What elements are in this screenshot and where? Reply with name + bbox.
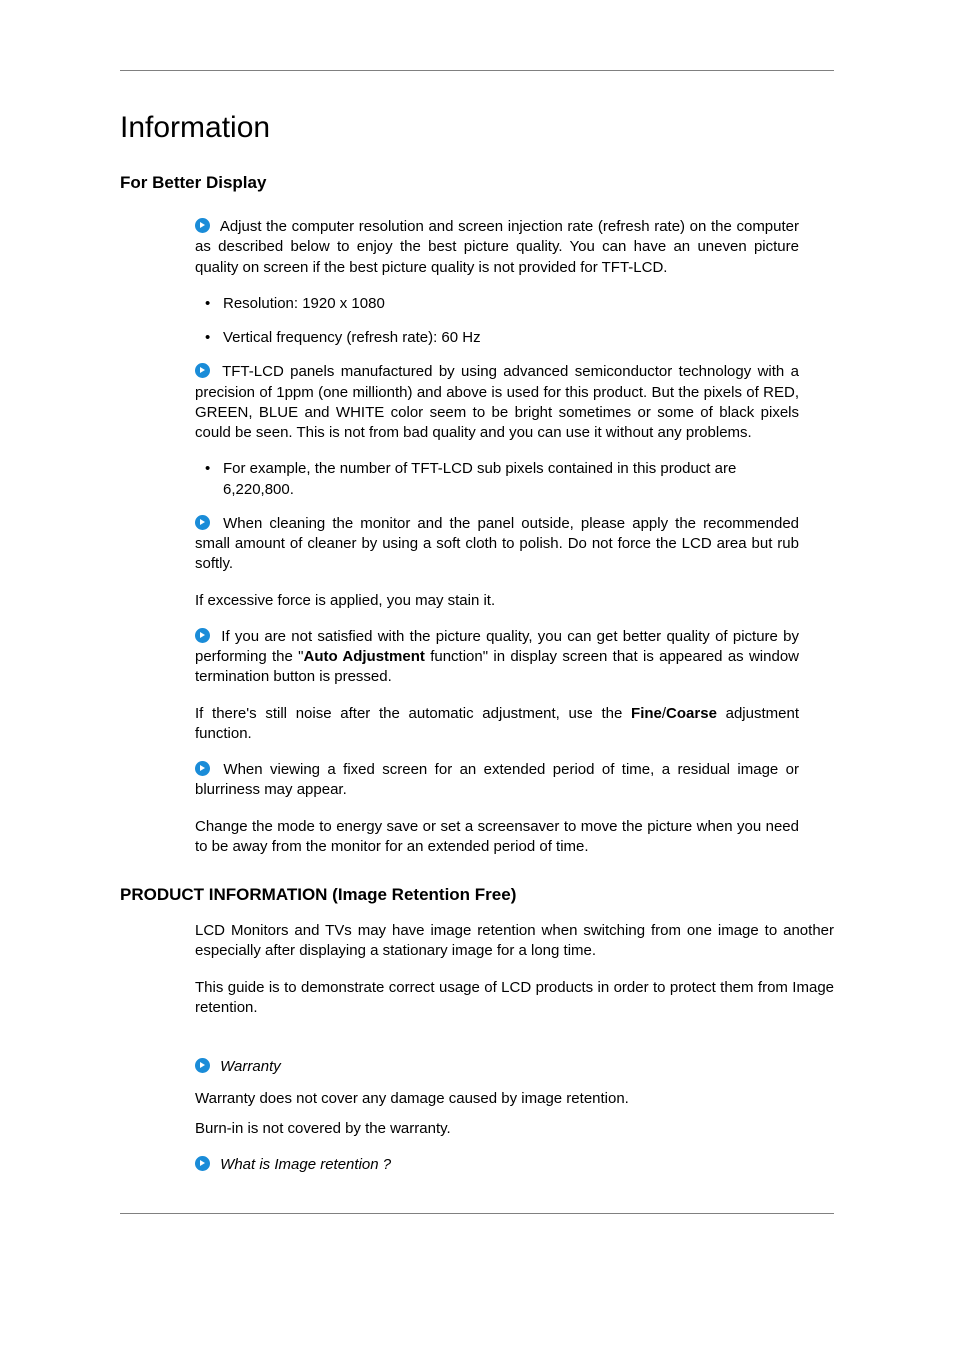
paragraph: TFT-LCD panels manufactured by using adv… (195, 362, 799, 443)
sub-heading-image-retention: What is Image retention ? (195, 1156, 834, 1173)
paragraph: Warranty does not cover any damage cause… (195, 1089, 834, 1109)
section-heading-product-info: PRODUCT INFORMATION (Image Retention Fre… (120, 885, 834, 905)
bold-text: Fine (631, 705, 662, 722)
bold-text: Auto Adjustment (303, 648, 424, 665)
arrow-bullet-icon (195, 1058, 210, 1073)
bold-text: Coarse (666, 705, 717, 722)
arrow-bullet-icon (195, 363, 210, 378)
paragraph: If there's still noise after the automat… (195, 704, 799, 745)
product-info-content: LCD Monitors and TVs may have image rete… (120, 921, 834, 1173)
arrow-bullet-icon (195, 515, 210, 530)
list-item: For example, the number of TFT-LCD sub p… (209, 459, 799, 500)
sub-heading-text: Warranty (220, 1058, 281, 1075)
page-title: Information (120, 111, 834, 145)
paragraph: LCD Monitors and TVs may have image rete… (195, 921, 834, 962)
bullet-list: For example, the number of TFT-LCD sub p… (195, 459, 799, 500)
sub-heading-warranty: Warranty (195, 1058, 834, 1075)
list-item: Vertical frequency (refresh rate): 60 Hz (209, 328, 799, 348)
sub-heading-text: What is Image retention ? (220, 1156, 391, 1173)
paragraph-text: If there's still noise after the automat… (195, 705, 631, 722)
bottom-rule (120, 1213, 834, 1214)
paragraph-text: When cleaning the monitor and the panel … (195, 515, 799, 573)
page: Information For Better Display Adjust th… (0, 0, 954, 1274)
spacer (195, 1034, 834, 1052)
bullet-list: Resolution: 1920 x 1080 Vertical frequen… (195, 294, 799, 349)
arrow-bullet-icon (195, 1156, 210, 1171)
paragraph-text: Adjust the computer resolution and scree… (195, 218, 799, 276)
paragraph: When cleaning the monitor and the panel … (195, 514, 799, 575)
section-heading-better-display: For Better Display (120, 173, 834, 193)
paragraph: If you are not satisfied with the pictur… (195, 627, 799, 688)
paragraph: When viewing a fixed screen for an exten… (195, 760, 799, 801)
paragraph: Change the mode to energy save or set a … (195, 817, 799, 858)
paragraph-text: When viewing a fixed screen for an exten… (195, 761, 799, 798)
paragraph: If excessive force is applied, you may s… (195, 591, 799, 611)
better-display-content: Adjust the computer resolution and scree… (120, 217, 834, 857)
top-rule (120, 70, 834, 71)
paragraph: This guide is to demonstrate correct usa… (195, 978, 834, 1019)
paragraph: Burn-in is not covered by the warranty. (195, 1119, 834, 1139)
list-item: Resolution: 1920 x 1080 (209, 294, 799, 314)
paragraph: Adjust the computer resolution and scree… (195, 217, 799, 278)
arrow-bullet-icon (195, 628, 210, 643)
paragraph-text: TFT-LCD panels manufactured by using adv… (195, 363, 799, 441)
arrow-bullet-icon (195, 218, 210, 233)
arrow-bullet-icon (195, 761, 210, 776)
